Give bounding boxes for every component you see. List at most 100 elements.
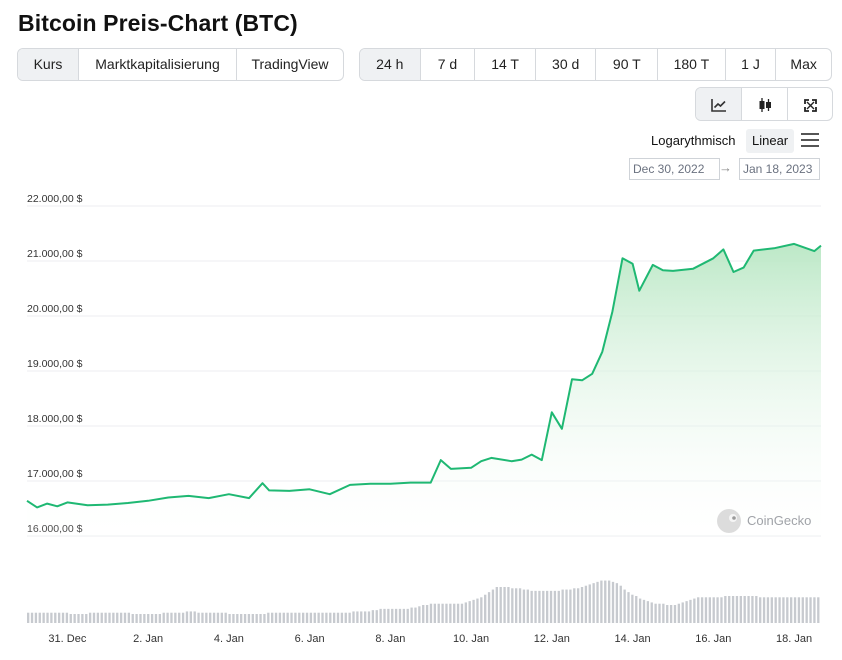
y-tick-label: 21.000,00 $ <box>27 248 83 260</box>
volume-bar <box>437 603 440 623</box>
tab-kurs[interactable]: Kurs <box>18 49 79 80</box>
volume-bar <box>569 589 572 623</box>
volume-bar <box>294 612 297 623</box>
volume-bar <box>92 612 96 623</box>
line-chart-icon <box>710 99 726 113</box>
range-24h[interactable]: 24 h <box>360 49 421 80</box>
volume-bar <box>352 611 355 623</box>
range-7d[interactable]: 7 d <box>421 49 476 80</box>
volume-bar <box>363 611 367 623</box>
volume-bar <box>460 603 464 623</box>
x-tick-label: 12. Jan <box>534 633 570 645</box>
volume-bar <box>755 596 758 623</box>
volume-bar <box>503 587 506 623</box>
volume-bar <box>201 612 204 623</box>
date-to-field[interactable]: Jan 18, 2023 <box>739 158 820 180</box>
volume-bar <box>731 596 735 623</box>
volume-bar <box>119 612 123 623</box>
volume-bar <box>445 603 448 623</box>
volume-bar <box>42 612 45 623</box>
range-180t[interactable]: 180 T <box>658 49 726 80</box>
range-90t[interactable]: 90 T <box>596 49 659 80</box>
volume-bar <box>685 601 688 623</box>
range-14t[interactable]: 14 T <box>475 49 536 80</box>
volume-bar <box>34 612 38 623</box>
volume-bar <box>410 607 413 623</box>
volume-bar <box>360 611 363 623</box>
volume-bar <box>65 612 69 623</box>
volume-bar <box>209 612 212 623</box>
volume-bar <box>480 597 483 623</box>
volume-bar <box>247 614 251 623</box>
volume-bar <box>468 601 471 623</box>
volume-bar <box>739 596 742 623</box>
x-tick-label: 16. Jan <box>695 633 731 645</box>
logarithmic-toggle[interactable]: Logarythmisch <box>651 133 736 148</box>
volume-bar <box>282 612 285 623</box>
volume-bar <box>108 612 111 623</box>
fullscreen-button[interactable] <box>788 88 832 120</box>
volume-bar <box>759 597 762 623</box>
line-chart-button[interactable] <box>696 88 742 120</box>
hamburger-menu-icon[interactable] <box>801 133 819 147</box>
volume-bar <box>817 597 820 623</box>
volume-bar <box>367 611 371 623</box>
volume-bar <box>27 612 30 623</box>
volume-bar <box>596 581 599 623</box>
volume-bar <box>422 605 425 623</box>
volume-bar <box>677 603 681 623</box>
volume-bar <box>619 585 622 623</box>
volume-bar <box>743 596 746 623</box>
volume-bar <box>73 614 76 623</box>
candlestick-button[interactable] <box>742 88 788 120</box>
range-1j[interactable]: 1 J <box>726 49 777 80</box>
volume-bar <box>274 612 278 623</box>
volume-bar <box>697 597 700 623</box>
volume-bar <box>123 612 127 623</box>
volume-bar <box>166 612 169 623</box>
volume-bar <box>317 612 320 623</box>
volume-bar <box>515 588 518 623</box>
volume-bar <box>518 588 522 623</box>
volume-bar <box>54 612 57 623</box>
volume-bar <box>576 588 580 623</box>
volume-bar <box>704 597 708 623</box>
volume-bar <box>724 596 727 623</box>
volume-bar <box>100 612 103 623</box>
volume-bar <box>669 605 673 623</box>
volume-bar <box>801 597 804 623</box>
volume-bar <box>178 612 181 623</box>
volume-bar <box>371 610 375 623</box>
volume-bar <box>735 596 739 623</box>
volume-bar <box>96 612 100 623</box>
x-tick-label: 10. Jan <box>453 633 489 645</box>
volume-bar <box>325 612 328 623</box>
volume-bar <box>131 614 134 623</box>
volume-bar <box>716 597 719 623</box>
volume-bar <box>689 599 692 623</box>
volume-bar <box>708 597 711 623</box>
volume-bar <box>267 612 270 623</box>
volume-bar <box>561 589 564 623</box>
arrow-right-icon: → <box>719 160 732 175</box>
volume-bar <box>348 612 351 623</box>
x-tick-label: 2. Jan <box>133 633 163 645</box>
volume-bar <box>464 602 467 623</box>
volume-bar <box>344 612 347 623</box>
volume-bar <box>797 597 801 623</box>
tab-marktkapitalisierung[interactable]: Marktkapitalisierung <box>79 49 237 80</box>
volume-bar <box>662 603 665 623</box>
volume-bar <box>224 612 227 623</box>
volume-bar <box>174 612 177 623</box>
volume-bar <box>782 597 785 623</box>
volume-bar <box>495 587 498 623</box>
linear-toggle[interactable]: Linear <box>746 129 795 153</box>
volume-bar <box>271 612 274 623</box>
tab-tradingview[interactable]: TradingView <box>251 56 329 72</box>
range-max[interactable]: Max <box>790 56 817 72</box>
volume-bar <box>453 603 456 623</box>
volume-bar <box>511 588 514 623</box>
date-from-field[interactable]: Dec 30, 2022 <box>629 158 720 180</box>
range-30d[interactable]: 30 d <box>536 49 597 80</box>
volume-bar <box>104 612 107 623</box>
